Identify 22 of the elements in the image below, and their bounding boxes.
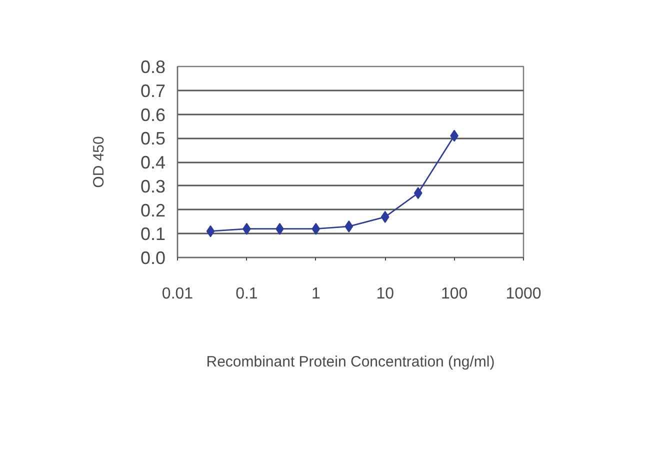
point bbox=[344, 220, 354, 232]
x-tick-label: 10 bbox=[376, 286, 394, 302]
y-tick-label: 0.7 bbox=[140, 80, 166, 101]
x-axis-title: Recombinant Protein Concentration (ng/ml) bbox=[206, 354, 495, 370]
y-tick-label: 0.2 bbox=[140, 200, 166, 220]
point bbox=[380, 210, 390, 223]
y-axis-title: OD 450 bbox=[90, 136, 108, 188]
y-tick-label: 0.8 bbox=[140, 57, 166, 77]
point bbox=[312, 222, 320, 235]
x-tick-label: 0.01 bbox=[162, 286, 194, 302]
point bbox=[414, 187, 422, 200]
point bbox=[206, 225, 215, 238]
x-tick-label: 1000 bbox=[506, 286, 542, 302]
y-tick-label: 0.4 bbox=[140, 152, 166, 172]
y-tick-label: 0.3 bbox=[140, 176, 166, 196]
y-tick-label: 0.5 bbox=[140, 128, 166, 149]
y-tick-label: 0.0 bbox=[140, 248, 166, 268]
y-tick-label: 0.1 bbox=[140, 224, 166, 244]
x-tick-label: 100 bbox=[440, 286, 468, 302]
y-tick-label: 0.6 bbox=[140, 104, 166, 125]
x-tick-label: 0.1 bbox=[236, 286, 258, 302]
x-tick-label: 1 bbox=[311, 286, 320, 302]
